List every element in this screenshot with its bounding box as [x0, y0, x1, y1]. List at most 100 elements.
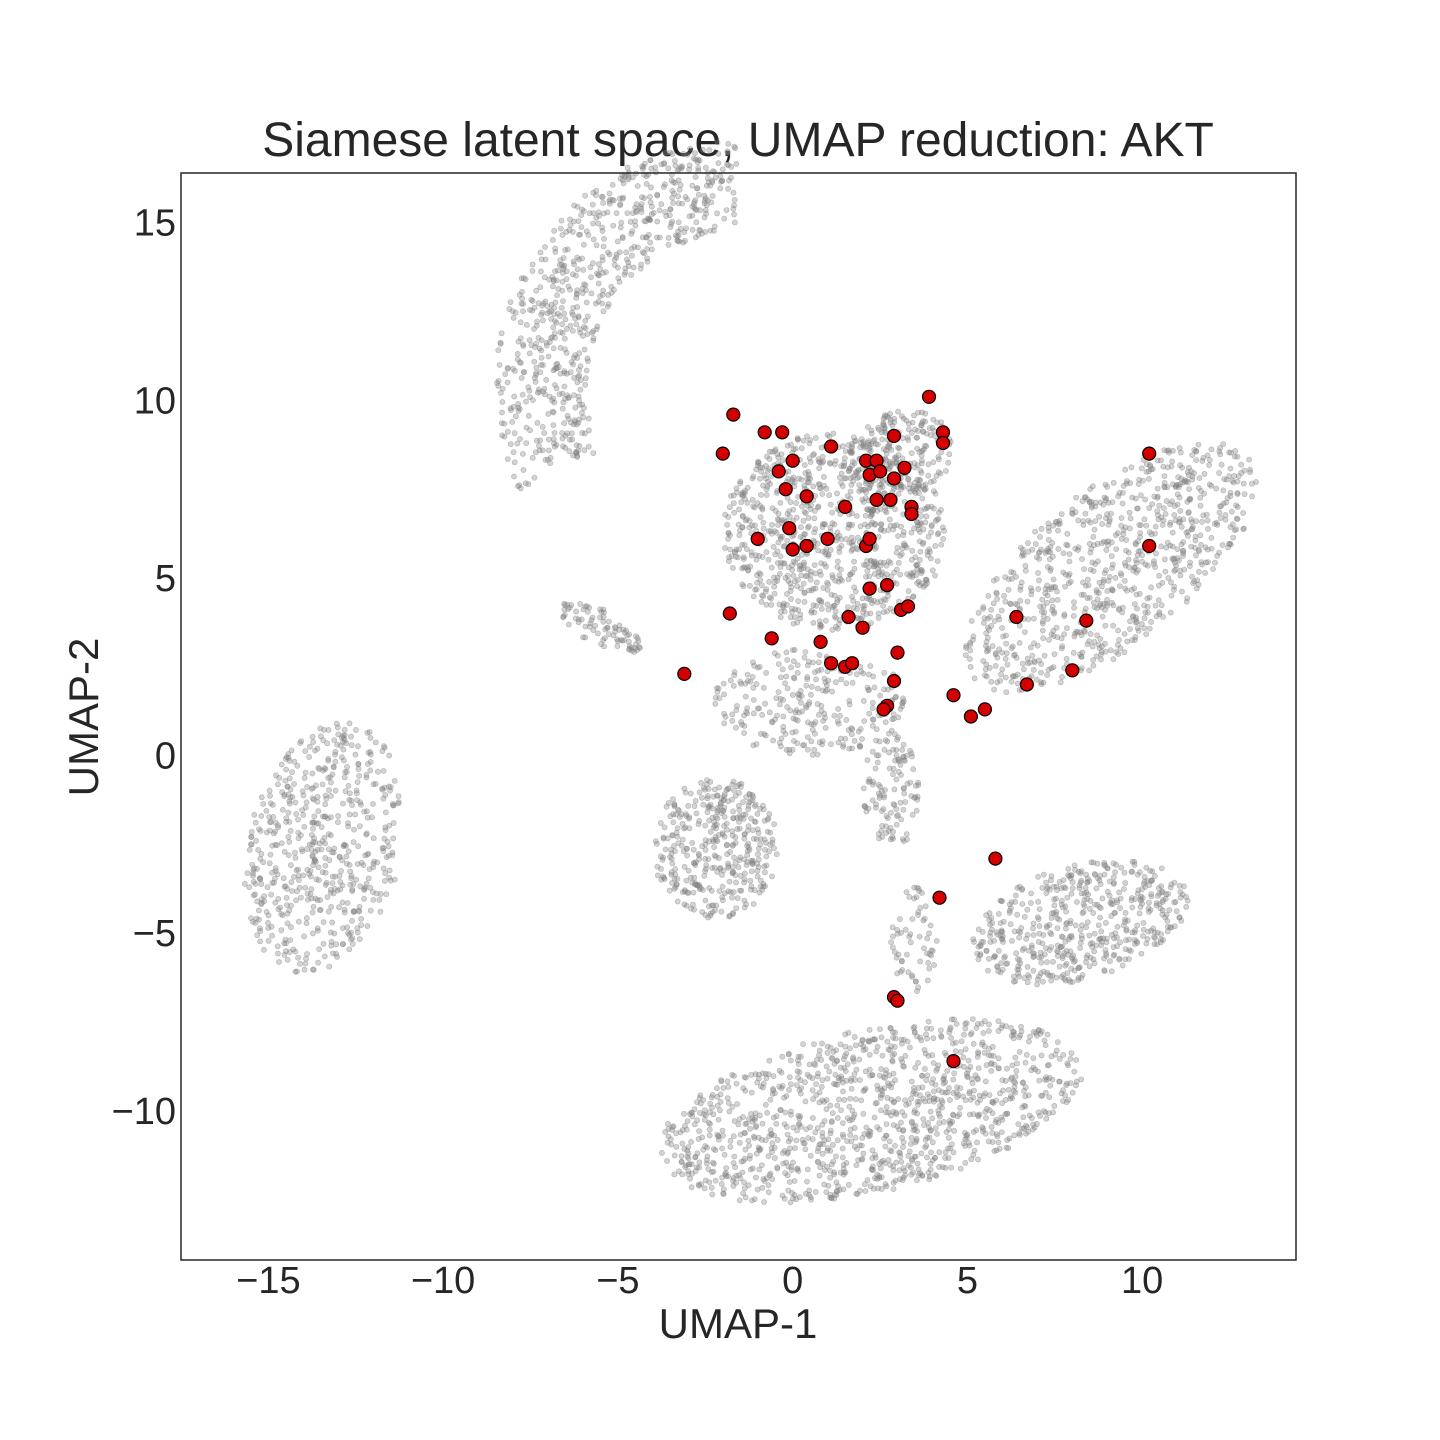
- background-point: [395, 799, 402, 805]
- background-point: [1035, 916, 1042, 922]
- background-point: [869, 722, 876, 729]
- background-point: [724, 851, 730, 858]
- background-point: [1044, 564, 1051, 570]
- background-point: [1045, 520, 1052, 527]
- background-point: [1024, 598, 1031, 605]
- background-point: [836, 532, 843, 539]
- background-point: [913, 562, 920, 568]
- background-point: [687, 145, 693, 152]
- background-point: [504, 456, 511, 462]
- background-point: [1161, 473, 1168, 479]
- background-point: [801, 742, 807, 748]
- background-point: [347, 868, 354, 875]
- background-point: [888, 809, 894, 816]
- background-point: [1099, 895, 1106, 902]
- background-point: [851, 1111, 858, 1118]
- background-point: [826, 1068, 833, 1075]
- background-point: [1122, 880, 1129, 886]
- background-point: [789, 729, 796, 736]
- background-point: [967, 656, 973, 662]
- background-point: [1027, 644, 1034, 651]
- background-point: [813, 1081, 819, 1087]
- background-point: [871, 560, 878, 567]
- background-point: [518, 300, 525, 307]
- background-point: [841, 475, 848, 482]
- background-point: [694, 185, 701, 192]
- background-point: [868, 521, 874, 528]
- background-point: [542, 391, 548, 398]
- background-point: [882, 1143, 889, 1150]
- background-point: [1022, 562, 1029, 569]
- background-point: [577, 386, 584, 393]
- background-point: [798, 445, 805, 452]
- background-point: [1116, 489, 1123, 496]
- background-point: [1098, 651, 1104, 658]
- background-point: [735, 554, 741, 561]
- background-point: [877, 692, 883, 699]
- background-point: [1102, 622, 1109, 629]
- background-point: [1064, 970, 1071, 976]
- background-point: [576, 442, 583, 449]
- background-point: [766, 811, 773, 817]
- background-point: [577, 363, 584, 369]
- background-point: [1022, 1059, 1029, 1066]
- background-point: [1005, 576, 1012, 583]
- background-point: [758, 491, 764, 498]
- background-point: [1163, 891, 1170, 898]
- background-point: [756, 663, 763, 670]
- background-point: [1167, 542, 1174, 549]
- background-point: [770, 737, 776, 744]
- background-point: [856, 482, 863, 488]
- background-point: [836, 545, 843, 551]
- background-point: [795, 691, 802, 697]
- background-point: [315, 864, 322, 871]
- background-point: [1222, 512, 1229, 518]
- background-point: [322, 869, 329, 876]
- background-point: [894, 927, 901, 933]
- background-point: [741, 730, 747, 736]
- background-point: [715, 150, 722, 157]
- background-point: [1004, 1065, 1010, 1072]
- background-point: [1082, 628, 1088, 635]
- background-point: [511, 430, 518, 437]
- background-point: [1124, 638, 1131, 645]
- background-point: [568, 430, 575, 437]
- background-point: [917, 557, 923, 563]
- background-point: [921, 945, 927, 952]
- background-point: [376, 896, 383, 903]
- background-point: [1176, 484, 1182, 490]
- background-point: [263, 829, 270, 836]
- background-point: [997, 1090, 1003, 1097]
- background-point: [1046, 636, 1052, 643]
- background-point: [824, 586, 831, 593]
- background-point: [574, 203, 581, 210]
- background-point: [849, 462, 855, 469]
- background-point: [817, 572, 824, 578]
- background-point: [880, 609, 887, 616]
- background-point: [818, 666, 824, 673]
- background-point: [325, 757, 332, 764]
- background-point: [796, 475, 802, 482]
- background-point: [836, 572, 843, 579]
- background-point: [873, 801, 879, 808]
- background-point: [1002, 655, 1009, 662]
- background-point: [922, 903, 929, 910]
- background-point: [255, 847, 262, 853]
- background-point: [623, 249, 630, 256]
- background-point: [780, 543, 787, 550]
- background-point: [879, 436, 886, 443]
- background-point: [961, 1031, 967, 1038]
- background-point: [1107, 647, 1114, 654]
- background-point: [527, 394, 533, 400]
- background-point: [804, 734, 811, 740]
- background-point: [783, 673, 790, 680]
- background-point: [309, 770, 316, 777]
- background-point: [241, 880, 248, 887]
- background-point: [1091, 542, 1097, 549]
- background-point: [1202, 570, 1208, 576]
- background-point: [905, 426, 912, 433]
- background-point: [986, 955, 992, 962]
- background-point: [1198, 541, 1204, 548]
- background-point: [1087, 519, 1094, 526]
